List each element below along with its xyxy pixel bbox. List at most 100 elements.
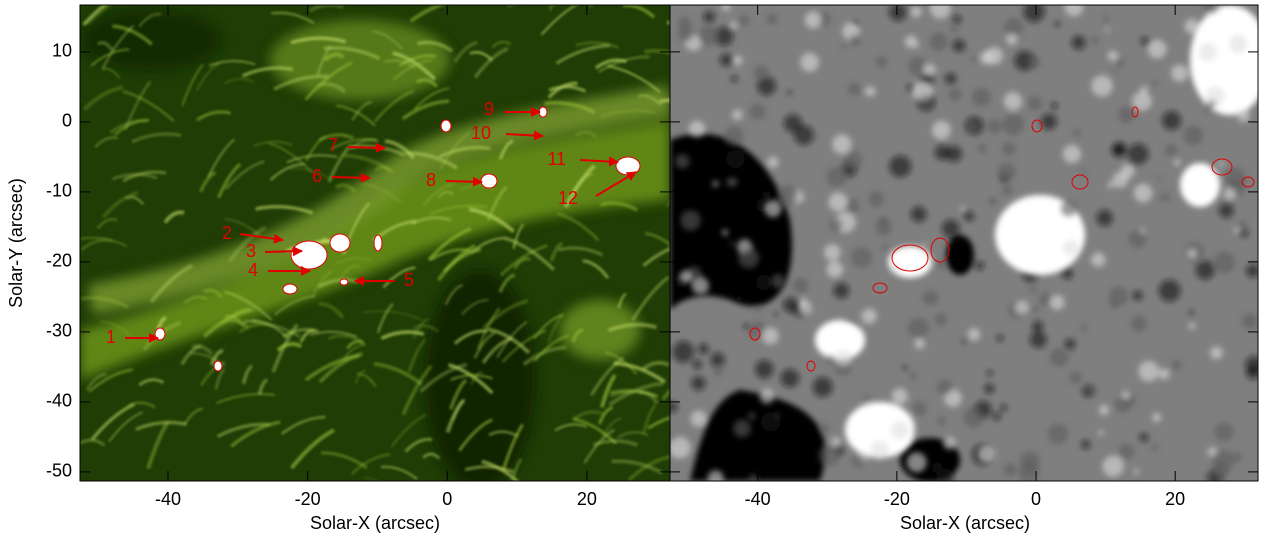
flux-grain xyxy=(1215,422,1234,441)
y-tick-label: 0 xyxy=(62,111,72,131)
flux-grain xyxy=(903,365,908,370)
flux-grain xyxy=(1141,37,1149,45)
negative-region xyxy=(946,235,974,275)
flux-grain xyxy=(868,191,884,207)
flux-grain xyxy=(1158,368,1169,379)
flux-grain xyxy=(707,470,723,486)
flux-grain xyxy=(910,372,918,380)
flux-grain xyxy=(1073,129,1080,136)
flux-grain xyxy=(698,25,718,45)
flux-grain xyxy=(963,407,983,427)
flux-grain xyxy=(829,219,842,232)
flux-grain xyxy=(1127,143,1148,164)
flux-grain xyxy=(732,110,743,121)
flux-grain xyxy=(1229,35,1247,53)
flux-grain xyxy=(912,401,926,415)
x-axis-label: Solar-X (arcsec) xyxy=(900,513,1030,533)
flux-grain xyxy=(971,56,977,62)
flux-grain xyxy=(738,15,749,26)
y-tick-label: -50 xyxy=(46,461,72,481)
flux-grain xyxy=(710,352,724,366)
flux-grain xyxy=(980,51,994,65)
bright-kernel xyxy=(441,120,451,132)
flux-grain xyxy=(1174,159,1181,166)
flux-grain xyxy=(805,12,822,29)
flux-grain xyxy=(738,247,759,268)
flux-grain xyxy=(764,200,781,217)
flux-grain xyxy=(1111,142,1127,158)
annotation-label: 4 xyxy=(248,260,258,280)
flux-grain xyxy=(984,384,994,394)
flux-grain xyxy=(1238,221,1247,230)
flux-grain xyxy=(1133,291,1143,301)
annotation-label: 7 xyxy=(328,135,338,155)
annotation-arrow xyxy=(332,177,370,178)
flux-grain xyxy=(733,420,751,438)
flux-grain xyxy=(1240,229,1248,237)
flux-grain xyxy=(820,424,829,433)
flux-grain xyxy=(978,445,996,463)
flux-grain xyxy=(953,39,966,52)
flux-grain xyxy=(1138,361,1159,382)
flux-grain xyxy=(1139,433,1148,442)
flux-grain xyxy=(1004,463,1017,476)
flux-grain xyxy=(1171,360,1181,370)
y-tick-label: -20 xyxy=(46,251,72,271)
flux-grain xyxy=(1050,348,1068,366)
flux-grain xyxy=(1224,188,1236,200)
bright-kernel xyxy=(283,284,297,294)
flux-grain xyxy=(679,270,691,282)
flux-grain xyxy=(1189,323,1196,330)
x-axis-label: Solar-X (arcsec) xyxy=(310,513,440,533)
flux-grain xyxy=(698,343,709,354)
flux-grain xyxy=(1070,372,1082,384)
annotation-label: 5 xyxy=(404,270,414,290)
flux-grain xyxy=(1099,405,1109,415)
bright-patch xyxy=(270,20,450,100)
flux-grain xyxy=(722,230,728,236)
flux-grain xyxy=(793,278,809,294)
flux-grain xyxy=(1134,184,1153,203)
flux-grain xyxy=(968,328,981,341)
annotation-arrow xyxy=(265,251,302,252)
flux-grain xyxy=(669,437,691,459)
flux-grain xyxy=(1006,34,1017,45)
flux-grain xyxy=(987,119,1002,134)
flux-grain xyxy=(1081,440,1090,449)
flux-grain xyxy=(1196,261,1215,280)
flux-grain xyxy=(678,26,694,42)
flux-grain xyxy=(848,83,861,96)
flux-grain xyxy=(1203,475,1207,479)
bright-kernel xyxy=(374,235,382,251)
flux-grain xyxy=(762,327,779,344)
flux-grain xyxy=(1112,172,1128,188)
flux-grain xyxy=(1189,310,1194,315)
bright-kernel xyxy=(291,241,327,269)
flux-grain xyxy=(754,305,761,312)
annotation-label: 2 xyxy=(222,223,232,243)
y-tick-label: 10 xyxy=(52,41,72,61)
flux-grain xyxy=(835,350,851,366)
flux-grain xyxy=(861,309,876,324)
flux-grain xyxy=(1028,56,1041,69)
flux-grain xyxy=(922,243,926,247)
flux-grain xyxy=(1041,114,1057,130)
flux-grain xyxy=(1091,252,1106,267)
flux-grain xyxy=(828,192,847,211)
flux-grain xyxy=(1122,391,1130,399)
flux-grain xyxy=(875,219,892,236)
flux-grain xyxy=(724,126,743,145)
bright-kernel xyxy=(214,361,222,371)
flux-grain xyxy=(1129,230,1147,248)
flux-grain xyxy=(1081,170,1086,175)
flux-grain xyxy=(1199,43,1217,61)
flux-grain xyxy=(760,389,775,404)
flux-grain xyxy=(794,125,814,145)
flux-grain xyxy=(943,437,956,450)
dark-lane xyxy=(80,10,220,70)
flux-grain xyxy=(1048,424,1068,444)
bright-kernel xyxy=(616,157,640,175)
flux-grain xyxy=(1234,228,1240,234)
flux-grain xyxy=(911,6,922,17)
flux-grain xyxy=(781,369,800,388)
